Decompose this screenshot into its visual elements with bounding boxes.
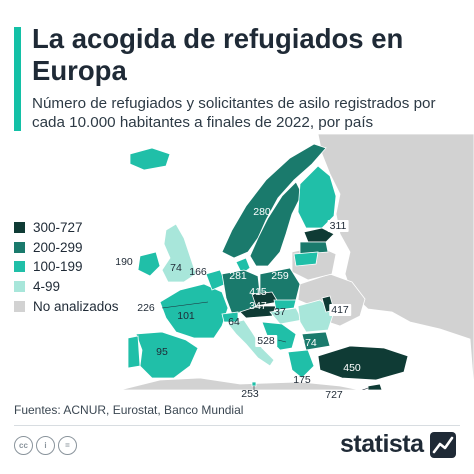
page-subtitle: Número de refugiados y solicitantes de a… — [32, 95, 436, 131]
legend-item: 100-199 — [14, 257, 119, 277]
latvia-region — [299, 241, 329, 255]
label-norway: 280 — [253, 206, 271, 218]
legend-swatch — [14, 241, 25, 253]
label-turkey: 450 — [343, 362, 361, 374]
label-spain: 95 — [156, 346, 168, 358]
label-austria: 347 — [249, 300, 267, 312]
legend-item: 200-299 — [14, 238, 119, 258]
label-cyprus: 727 — [325, 389, 343, 401]
legend-label: 200-299 — [33, 239, 83, 255]
lithuania-region — [293, 251, 319, 267]
bulgaria-region — [301, 331, 331, 351]
label-bulgaria: 274 — [299, 337, 317, 349]
legend-swatch — [14, 281, 25, 293]
legend-label: 4-99 — [33, 279, 61, 295]
estonia-region — [303, 227, 335, 243]
legend-label: 300-727 — [33, 220, 83, 236]
ireland-region — [137, 251, 161, 277]
legend-swatch — [14, 222, 25, 234]
label-greece: 175 — [293, 374, 311, 386]
title-accent-bar — [14, 27, 21, 131]
label-france: 101 — [177, 310, 195, 322]
legend-item: 300-727 — [14, 218, 119, 238]
label-estonia: 311 — [327, 220, 349, 232]
statista-mark-icon — [429, 431, 456, 458]
portugal-region — [127, 335, 141, 369]
leader-line-cyprus — [361, 387, 369, 390]
legend-label: No analizados — [33, 298, 119, 314]
equals-icon[interactable]: = — [58, 436, 77, 455]
map-legend: 300-727 200-299 100-199 4-99 No analizad… — [14, 218, 119, 316]
spain-region — [135, 331, 199, 379]
label-moldova: 417 — [329, 304, 351, 316]
france-region — [159, 283, 229, 339]
label-netherlands: 166 — [189, 266, 207, 278]
malta-region — [251, 381, 257, 387]
page-title: La acogida de refugiados en Europa — [32, 23, 404, 86]
legend-swatch — [14, 261, 25, 273]
label-montenegro: 528 — [255, 335, 277, 347]
label-ireland: 190 — [115, 256, 133, 268]
leader-line-luxembourg — [161, 301, 209, 309]
brand-name: statista — [340, 430, 424, 458]
label-poland: 259 — [271, 270, 289, 282]
label-czechia: 415 — [249, 286, 267, 298]
iceland-region — [129, 147, 171, 171]
sweden-region — [249, 181, 303, 267]
denmark-region — [235, 257, 251, 275]
north-africa-region — [119, 377, 361, 390]
by-icon[interactable]: i — [36, 436, 55, 455]
uk-region — [161, 223, 197, 283]
norway-region — [221, 143, 327, 259]
label-uk: 74 — [170, 262, 182, 274]
legend-label: 100-199 — [33, 259, 83, 275]
license-icons[interactable]: cc i = — [14, 436, 77, 455]
europe-map — [119, 134, 474, 390]
label-hungary: 37 — [274, 306, 286, 318]
legend-swatch — [14, 300, 25, 312]
label-italy: 64 — [228, 316, 240, 328]
label-luxembourg: 226 — [137, 302, 155, 314]
label-germany: 281 — [229, 270, 247, 282]
legend-item: 4-99 — [14, 277, 119, 297]
legend-item: No analizados — [14, 296, 119, 316]
cyprus-region — [367, 383, 383, 390]
leader-line-montenegro — [277, 339, 287, 343]
greece-region — [287, 349, 315, 379]
turkey-region — [317, 345, 409, 381]
statista-logo[interactable]: statista — [340, 430, 456, 459]
footer-divider — [14, 425, 460, 426]
finland-region — [297, 165, 337, 229]
label-malta: 253 — [241, 388, 259, 400]
italy-region — [227, 319, 275, 367]
cc-icon[interactable]: cc — [14, 436, 33, 455]
sources-note: Fuentes: ACNUR, Eurostat, Banco Mundial — [14, 403, 244, 417]
